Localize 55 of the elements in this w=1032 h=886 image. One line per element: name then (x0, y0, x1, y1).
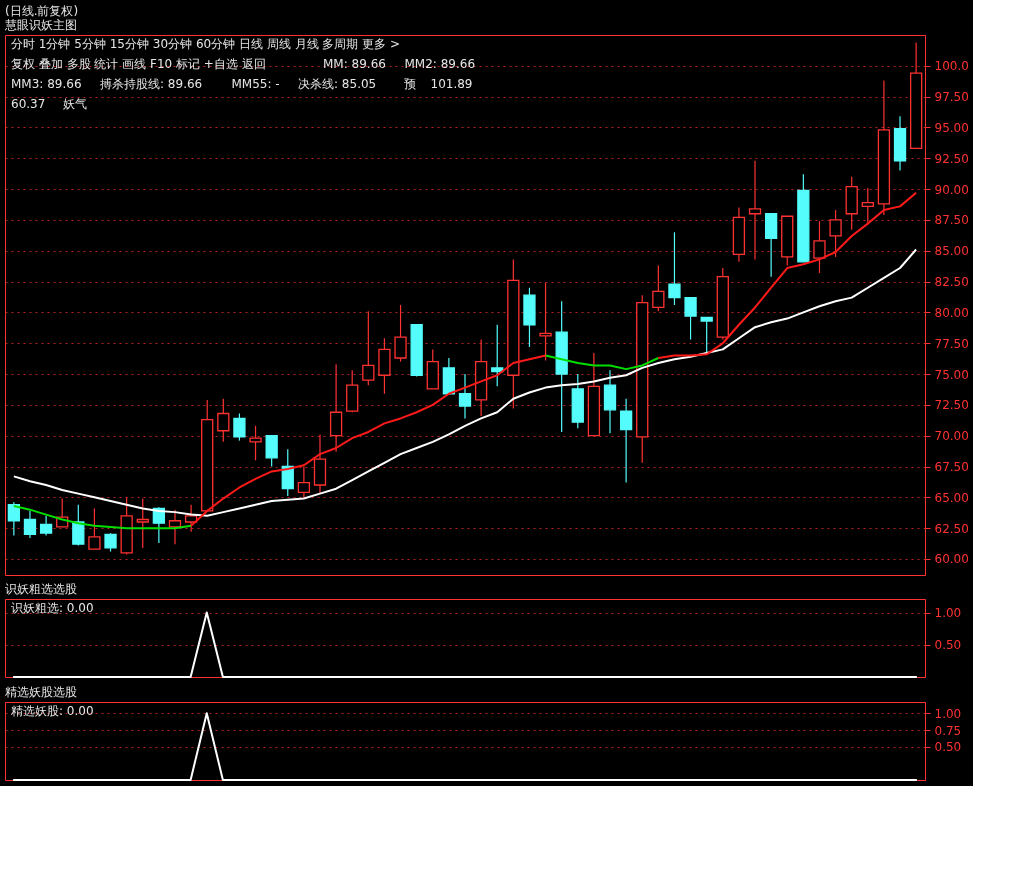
y-tick-label: 77.50 (934, 336, 969, 351)
y-tick-label: 60.00 (934, 552, 969, 567)
annotation: MM3: 89.66 (11, 77, 82, 91)
y-tick-label: 72.50 (934, 398, 969, 413)
y-tick-label: 95.00 (934, 120, 969, 135)
candlestick (39, 515, 53, 537)
y-tick-label: 0.50 (934, 740, 962, 755)
y-tick-label: 67.50 (934, 460, 969, 475)
candlestick (7, 501, 21, 537)
annotation: 妖气 (62, 97, 87, 111)
candlestick (23, 510, 37, 539)
annotation: 识妖粗选: 0.00 (11, 601, 94, 615)
candlestick (265, 435, 278, 468)
annotation: 分时 1分钟 5分钟 15分钟 30分钟 60分钟 日线 周线 月线 多周期 更多 > (11, 37, 401, 51)
y-tick-label: 0.75 (934, 723, 962, 738)
annotation: MM2: 89.66 (404, 57, 476, 71)
y-tick-label: 65.00 (934, 490, 969, 505)
annotation: 101.89 (430, 77, 473, 91)
annotation: 搏杀持股线: 89.66 (100, 77, 203, 91)
y-tick-label: 82.50 (934, 275, 969, 290)
candlestick (458, 373, 472, 420)
annotation: MM: 89.66 (323, 57, 386, 71)
y-tick-label: 90.00 (934, 182, 969, 197)
y-tick-label: 92.50 (934, 151, 969, 166)
candlestick (684, 296, 697, 341)
annotation: MM55: - (231, 77, 280, 91)
y-tick-label: 1.00 (934, 606, 962, 621)
chart-title: 精选妖股选股 (5, 685, 77, 699)
annotation: 60.37 (11, 97, 46, 111)
annotation: 决杀线: 85.05 (298, 77, 377, 91)
y-tick-label: 1.00 (934, 706, 962, 721)
y-tick-label: 0.50 (934, 638, 962, 653)
y-tick-label: 75.00 (934, 367, 969, 382)
annotation: 精选妖股: 0.00 (11, 704, 94, 718)
y-tick-label: 87.50 (934, 213, 969, 228)
y-tick-label: 97.50 (934, 90, 969, 105)
candlestick (700, 316, 713, 355)
candlestick (168, 509, 182, 545)
y-tick-label: 62.50 (934, 521, 969, 536)
y-tick-label: 70.00 (934, 429, 969, 444)
y-tick-label: 80.00 (934, 305, 969, 320)
annotation: 预 (403, 77, 416, 91)
candlestick (72, 504, 85, 547)
annotation: 复权 叠加 多股 统计 画线 F10 标记 +自选 返回 (11, 57, 266, 71)
y-tick-label: 85.00 (934, 244, 969, 259)
candlestick (491, 324, 504, 387)
candlestick (668, 231, 681, 306)
y-tick-label: 100.0 (934, 59, 969, 74)
chart-title: (日线.前复权) (5, 4, 79, 18)
candlestick (104, 532, 117, 553)
candlestick (619, 398, 633, 484)
chart-subtitle: 慧眼识妖主图 (4, 18, 77, 32)
chart-title: 识妖粗选选股 (5, 582, 77, 596)
candlestick (136, 497, 149, 549)
candlestick (233, 412, 246, 442)
